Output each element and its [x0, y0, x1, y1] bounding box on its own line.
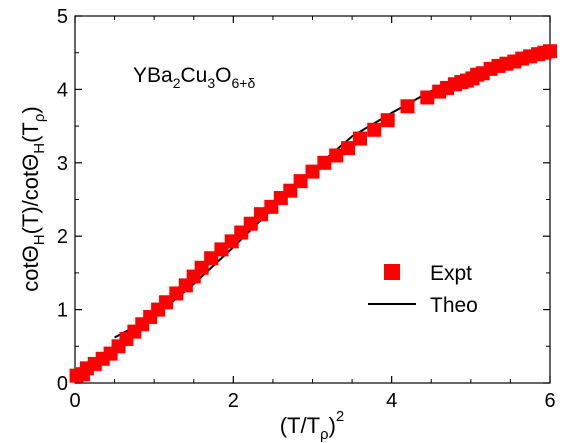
expt-point: [317, 155, 332, 170]
x-tick-label: 2: [228, 390, 239, 412]
x-tick-label: 4: [386, 390, 397, 412]
expt-point: [353, 131, 367, 146]
legend-theo-label: Theo: [430, 294, 478, 317]
x-tick-label: 6: [544, 390, 555, 412]
expt-series: [69, 44, 557, 383]
annotation-formula: YBa2Cu3O6+δ: [133, 64, 255, 91]
x-axis-label: (T/Tρ)2: [280, 408, 345, 443]
expt-point: [329, 148, 344, 163]
expt-point: [305, 164, 320, 179]
legend: Expt Theo: [368, 262, 478, 317]
y-tick-label: 4: [57, 79, 68, 101]
expt-point: [420, 90, 435, 105]
x-tick-label: 0: [69, 390, 80, 412]
y-tick-label: 3: [57, 153, 68, 175]
expt-point: [367, 122, 382, 137]
expt-point: [543, 44, 557, 59]
expt-point: [341, 141, 356, 156]
ticks: 0 2 4 6 0 1 2 3 4 5: [57, 6, 556, 412]
y-axis-label: cotΘH(T)/cotΘH(Tρ): [18, 106, 48, 291]
expt-point: [293, 174, 308, 189]
y-tick-label: 5: [57, 6, 68, 28]
expt-point: [400, 99, 415, 114]
y-tick-label: 1: [57, 300, 68, 322]
expt-point: [380, 113, 395, 128]
y-tick-label: 2: [57, 226, 68, 248]
legend-expt-label: Expt: [430, 262, 472, 285]
legend-expt-marker: [384, 264, 400, 280]
y-tick-label: 0: [57, 373, 68, 395]
